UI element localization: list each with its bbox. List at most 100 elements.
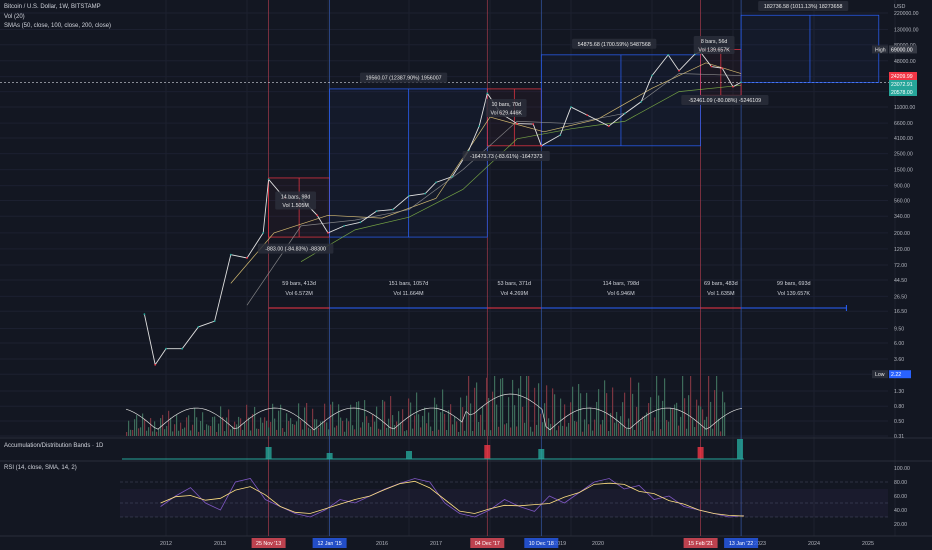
volume-indicator-label[interactable]: Vol (20)	[4, 14, 25, 20]
volume-bar	[280, 404, 282, 436]
volume-bar	[516, 426, 518, 436]
volume-bar	[348, 421, 350, 436]
volume-bar	[496, 404, 498, 436]
volume-bar	[462, 407, 464, 436]
price-point	[343, 224, 346, 227]
price-point	[375, 210, 378, 213]
volume-bar	[714, 390, 716, 436]
price-point	[721, 67, 724, 70]
volume-bar	[530, 426, 532, 436]
time-tick-label: 2013	[214, 541, 226, 547]
volume-bar	[176, 415, 178, 436]
volume-bar	[300, 420, 302, 436]
cycle-bars-label: 53 bars, 371d	[497, 281, 531, 287]
volume-bar	[164, 429, 166, 436]
volume-bar	[570, 402, 572, 436]
price-tag: 24209.99	[891, 74, 913, 80]
volume-bar	[276, 429, 278, 436]
low-value: 2.22	[891, 372, 901, 378]
volume-bar	[448, 410, 450, 436]
volume-bar	[266, 420, 268, 436]
sma-indicator-label[interactable]: SMAs (50, close, 100, close, 200, close)	[4, 23, 112, 29]
volume-bar	[662, 400, 664, 436]
cycle-bars-label: 99 bars, 693d	[777, 281, 811, 287]
volume-bar	[712, 428, 714, 436]
volume-bar	[618, 423, 620, 436]
volume-bar	[168, 410, 170, 436]
volume-bar	[548, 418, 550, 436]
volume-bar	[128, 420, 130, 436]
volume-bar	[290, 418, 292, 436]
volume-bar	[374, 421, 376, 436]
volume-bar	[564, 404, 566, 436]
volume-bar	[674, 404, 676, 436]
volume-bar	[502, 378, 504, 436]
volume-bar	[320, 421, 322, 436]
ad-band-bar	[484, 445, 491, 459]
volume-bar	[440, 412, 442, 436]
currency-label: USD	[894, 4, 905, 10]
volume-bar	[272, 403, 274, 436]
price-tick-label: 6.00	[894, 341, 904, 347]
volume-bar	[434, 397, 436, 436]
volume-bar	[328, 429, 330, 436]
volume-bar	[278, 410, 280, 436]
date-tag: 12 Jan '15	[317, 541, 341, 547]
time-tick-label: 2012	[160, 541, 172, 547]
price-point	[213, 320, 216, 323]
price-point	[710, 65, 713, 68]
volume-bar	[134, 419, 136, 436]
price-tick-label: 130000.00	[894, 28, 919, 34]
volume-bar	[424, 407, 426, 436]
date-tag-bg	[312, 538, 347, 548]
volume-bar	[390, 396, 392, 436]
measurement-label: 10 bars, 70d	[491, 102, 521, 108]
price-point	[267, 178, 270, 181]
rsi-tick-label: 80.00	[894, 480, 907, 486]
volume-bar	[142, 413, 144, 436]
volume-bar	[542, 422, 544, 436]
sma-line	[300, 84, 742, 262]
volume-bar	[504, 424, 506, 436]
price-point	[181, 347, 184, 350]
volume-bar	[598, 389, 600, 436]
volume-bar	[678, 425, 680, 436]
volume-bar	[384, 401, 386, 436]
volume-bar	[722, 391, 724, 436]
measurement-label-bg	[572, 38, 657, 49]
volume-bar	[438, 429, 440, 436]
volume-bar	[422, 415, 424, 436]
volume-bar	[360, 427, 362, 436]
volume-bar	[306, 402, 308, 436]
volume-bar	[488, 398, 490, 436]
measurement-label: -883.00 (-84.83%) -88300	[265, 247, 326, 253]
volume-bar	[576, 421, 578, 436]
volume-bar	[148, 427, 150, 436]
volume-bar	[170, 417, 172, 436]
volume-bar	[314, 419, 316, 436]
volume-bar	[220, 406, 222, 436]
ad-bands-label[interactable]: Accumulation/Distribution Bands · 1D	[4, 443, 104, 449]
rsi-indicator-label[interactable]: RSI (14, close, SMA, 14, 2)	[4, 465, 77, 471]
volume-bar	[268, 427, 270, 436]
price-tag-bg	[889, 72, 917, 80]
volume-bar	[248, 417, 250, 436]
volume-bar	[528, 376, 530, 436]
pane-separators	[0, 437, 932, 537]
price-tag-bg	[889, 88, 917, 96]
measurement-label-bg	[758, 0, 849, 11]
volume-bar	[226, 417, 228, 436]
volume-bars	[125, 376, 743, 436]
volume-bar	[158, 428, 160, 436]
price-tick-label: 44.50	[894, 278, 907, 284]
volume-bar	[466, 395, 468, 436]
volume-bar	[540, 413, 542, 436]
volume-bar	[150, 418, 152, 436]
price-tick-label: 6600.00	[894, 121, 913, 127]
volume-bar	[552, 388, 554, 436]
cycle-vol-label: Vol 6.572M	[285, 291, 313, 297]
volume-bar	[458, 431, 460, 436]
volume-bar	[410, 402, 412, 436]
measurement-label: 19560.07 (12387.90%) 1956007	[366, 76, 442, 82]
